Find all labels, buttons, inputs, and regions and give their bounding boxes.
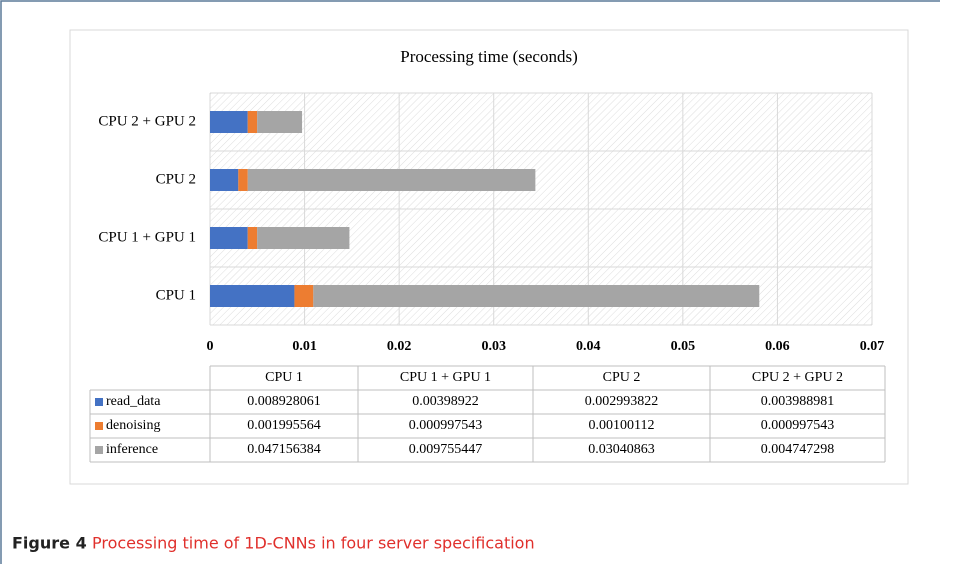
legend-label: inference — [106, 442, 158, 457]
y-tick-label: CPU 1 + GPU 1 — [98, 229, 196, 245]
table-cell: 0.047156384 — [247, 442, 321, 457]
bar-segment — [210, 169, 239, 191]
x-tick-label: 0.02 — [387, 339, 412, 354]
caption-label: Figure 4 — [12, 534, 87, 553]
legend-label: read_data — [106, 394, 161, 409]
legend-swatch — [95, 422, 103, 430]
table-cell: 0.000997543 — [761, 418, 835, 433]
table-cell: 0.00100112 — [589, 418, 655, 433]
bar-segment — [238, 169, 248, 191]
x-tick-label: 0 — [207, 339, 214, 354]
chart-title: Processing time (seconds) — [400, 47, 578, 66]
x-tick-label: 0.06 — [765, 339, 790, 354]
table-cell: 0.009755447 — [409, 442, 483, 457]
table-cell: 0.004747298 — [761, 442, 835, 457]
table-header: CPU 1 — [265, 370, 303, 385]
bar-segment — [313, 285, 760, 307]
table-cell: 0.003988981 — [761, 394, 835, 409]
bar-segment — [210, 227, 248, 249]
table-cell: 0.002993822 — [585, 394, 659, 409]
table-cell: 0.000997543 — [409, 418, 483, 433]
x-tick-label: 0.03 — [481, 339, 506, 354]
table-header: CPU 2 + GPU 2 — [752, 370, 843, 385]
x-tick-label: 0.05 — [671, 339, 696, 354]
table-cell: 0.00398922 — [412, 394, 479, 409]
x-tick-label: 0.07 — [860, 339, 885, 354]
bar-segment — [257, 111, 303, 133]
caption-text: Processing time of 1D-CNNs in four serve… — [92, 534, 535, 553]
x-tick-label: 0.01 — [292, 339, 317, 354]
x-tick-label: 0.04 — [576, 339, 601, 354]
y-tick-label: CPU 2 + GPU 2 — [98, 113, 196, 129]
table-header: CPU 2 — [603, 370, 641, 385]
legend-label: denoising — [106, 418, 160, 433]
table-cell: 0.001995564 — [247, 418, 321, 433]
table-cell: 0.008928061 — [247, 394, 321, 409]
legend-swatch — [95, 446, 103, 454]
table-border — [89, 365, 886, 463]
y-tick-label: CPU 2 — [156, 171, 196, 187]
bar-segment — [210, 285, 295, 307]
bar-segment — [247, 227, 258, 249]
y-tick-label: CPU 1 — [156, 287, 196, 303]
table-cell: 0.03040863 — [588, 442, 655, 457]
table-header: CPU 1 + GPU 1 — [400, 370, 491, 385]
bar-segment — [294, 285, 314, 307]
bar-segment — [210, 111, 248, 133]
bar-segment — [247, 111, 258, 133]
bar-segment — [247, 169, 536, 191]
bar-segment — [257, 227, 350, 249]
legend-swatch — [95, 398, 103, 406]
